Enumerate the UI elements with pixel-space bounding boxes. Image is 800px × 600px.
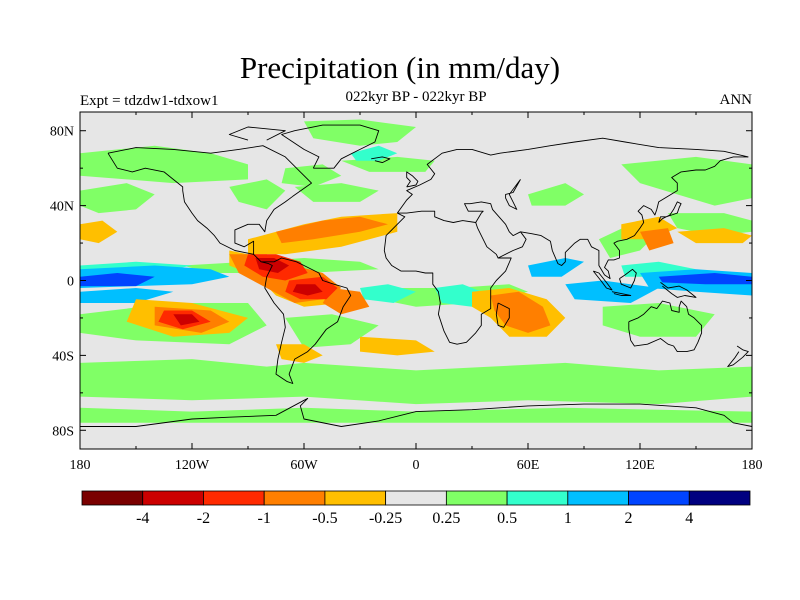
coastline (182, 190, 254, 255)
precip-region (640, 228, 674, 251)
coastline (520, 156, 749, 280)
colorbar-label: -0.5 (312, 510, 337, 527)
colorbar-swatch (567, 490, 629, 506)
precip-region (80, 145, 248, 184)
colorbar-label: 1 (564, 510, 572, 527)
precip-region (528, 183, 584, 206)
coastline (107, 152, 184, 191)
colorbar-swatch (263, 490, 326, 506)
coastline (619, 268, 637, 289)
precip-region (229, 179, 286, 210)
colorbar-label: 2 (625, 510, 633, 527)
season-subtitle: ANN (719, 92, 753, 108)
precip-region (677, 228, 752, 244)
precip-region (490, 291, 551, 333)
y-tick-label: 40S (52, 349, 74, 364)
colorbar-swatch (628, 490, 690, 506)
colorbar: -4 -2 -1 -0.5 -0.25 0.25 0.5 1 2 4 (81, 490, 751, 527)
precip-region (294, 183, 379, 202)
precip-region (292, 284, 323, 296)
coastline (228, 126, 286, 141)
colorbar-swatch (445, 490, 508, 506)
precip-region (621, 156, 752, 206)
coastline (107, 145, 352, 384)
axis-ticks: 180 120W 60W 0 60E 120E 180 80N 40N 0 40S 80S (50, 112, 763, 473)
colorbar-swatch (203, 490, 265, 506)
precip-region (80, 288, 174, 303)
period-subtitle: 022kyr BP - 022kyr BP (345, 89, 487, 105)
precip-region (80, 407, 752, 423)
y-tick-label: 40N (50, 200, 74, 215)
colorbar-label: -2 (197, 510, 210, 527)
coastlines (80, 124, 753, 427)
colorbar-label: 0.25 (432, 510, 460, 527)
y-tick-label: 80S (52, 424, 74, 439)
colorbar-swatch (81, 490, 144, 506)
x-tick-label: 0 (413, 458, 420, 473)
precip-region (360, 284, 416, 303)
colorbar-swatch (688, 490, 751, 506)
precip-region (80, 183, 155, 214)
x-tick-label: 60W (290, 458, 318, 473)
coastline (495, 302, 510, 328)
precip-region (276, 216, 388, 244)
colorbar-swatch (506, 490, 569, 506)
coastline (727, 345, 749, 368)
precip-region (80, 273, 155, 287)
colorbar-label: -4 (136, 510, 149, 527)
coastline (660, 282, 697, 298)
colorbar-label: -1 (258, 510, 271, 527)
coastline (396, 137, 749, 214)
precip-region (360, 336, 435, 356)
precip-region (281, 164, 342, 187)
precip-region (658, 273, 752, 285)
colorbar-label: 0.5 (497, 510, 517, 527)
precip-region (173, 314, 200, 326)
colorbar-swatch (385, 490, 447, 506)
precip-region (322, 288, 370, 315)
coastline (628, 300, 703, 353)
colorbar-swatch (324, 490, 387, 506)
coastline (383, 210, 512, 345)
colorbar-swatch (142, 490, 204, 506)
x-tick-label: 120W (175, 458, 210, 473)
coastline (406, 171, 419, 188)
y-tick-label: 0 (67, 275, 74, 290)
coastline (611, 291, 632, 296)
chart-title: Precipitation (in mm/day) (239, 50, 561, 85)
x-tick-label: 60E (517, 458, 540, 473)
colorbar-label: 4 (685, 510, 693, 527)
precip-region (350, 145, 398, 161)
precip-region (80, 220, 118, 244)
x-tick-label: 120E (625, 458, 655, 473)
precip-region (285, 314, 379, 348)
coastline (281, 124, 380, 169)
x-tick-label: 180 (742, 458, 763, 473)
precip-region (602, 303, 715, 337)
colorbar-label: -0.25 (369, 510, 402, 527)
precip-region (80, 359, 752, 405)
experiment-subtitle: Expt = tdzdw1-tdxow1 (80, 93, 219, 109)
coastline (592, 270, 613, 291)
precip-region (528, 258, 584, 277)
coastline (658, 201, 682, 223)
coastline (80, 397, 753, 427)
coastline (505, 179, 521, 210)
coastline (371, 156, 391, 164)
contour-regions (80, 119, 752, 423)
x-tick-label: 180 (70, 458, 91, 473)
precip-region (304, 119, 416, 146)
y-tick-label: 80N (50, 125, 74, 140)
coastline (464, 201, 527, 259)
